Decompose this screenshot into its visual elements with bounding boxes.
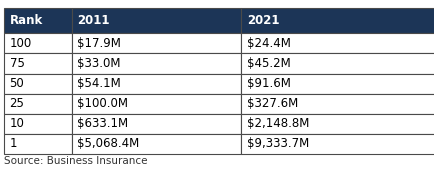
Text: $633.1M: $633.1M: [77, 117, 128, 130]
Text: $54.1M: $54.1M: [77, 77, 121, 90]
Bar: [72, 94, 241, 114]
Bar: [241, 8, 434, 33]
Bar: [72, 53, 241, 74]
Bar: [72, 134, 241, 154]
Text: $327.6M: $327.6M: [246, 97, 297, 110]
Text: Rank: Rank: [10, 14, 43, 27]
Text: 50: 50: [10, 77, 24, 90]
Bar: [241, 74, 434, 94]
Text: $100.0M: $100.0M: [77, 97, 128, 110]
Text: 2021: 2021: [246, 14, 279, 27]
Text: 75: 75: [10, 57, 24, 70]
Text: 2011: 2011: [77, 14, 109, 27]
Bar: [4, 114, 72, 134]
Text: $45.2M: $45.2M: [246, 57, 290, 70]
Bar: [4, 94, 72, 114]
Bar: [72, 114, 241, 134]
Text: Source: Business Insurance: Source: Business Insurance: [4, 156, 148, 166]
Bar: [241, 114, 434, 134]
Bar: [241, 94, 434, 114]
Text: 1: 1: [10, 137, 17, 150]
Bar: [4, 53, 72, 74]
Bar: [241, 33, 434, 53]
Bar: [72, 74, 241, 94]
Text: 10: 10: [10, 117, 24, 130]
Text: $5,068.4M: $5,068.4M: [77, 137, 139, 150]
Text: $24.4M: $24.4M: [246, 37, 290, 50]
Bar: [4, 74, 72, 94]
Text: $91.6M: $91.6M: [246, 77, 290, 90]
Text: $9,333.7M: $9,333.7M: [246, 137, 308, 150]
Bar: [4, 134, 72, 154]
Bar: [241, 53, 434, 74]
Bar: [241, 134, 434, 154]
Bar: [4, 33, 72, 53]
Text: 25: 25: [10, 97, 24, 110]
Text: 100: 100: [10, 37, 32, 50]
Bar: [4, 8, 72, 33]
Bar: [72, 33, 241, 53]
Text: $33.0M: $33.0M: [77, 57, 120, 70]
Bar: [72, 8, 241, 33]
Text: $2,148.8M: $2,148.8M: [246, 117, 308, 130]
Text: $17.9M: $17.9M: [77, 37, 121, 50]
